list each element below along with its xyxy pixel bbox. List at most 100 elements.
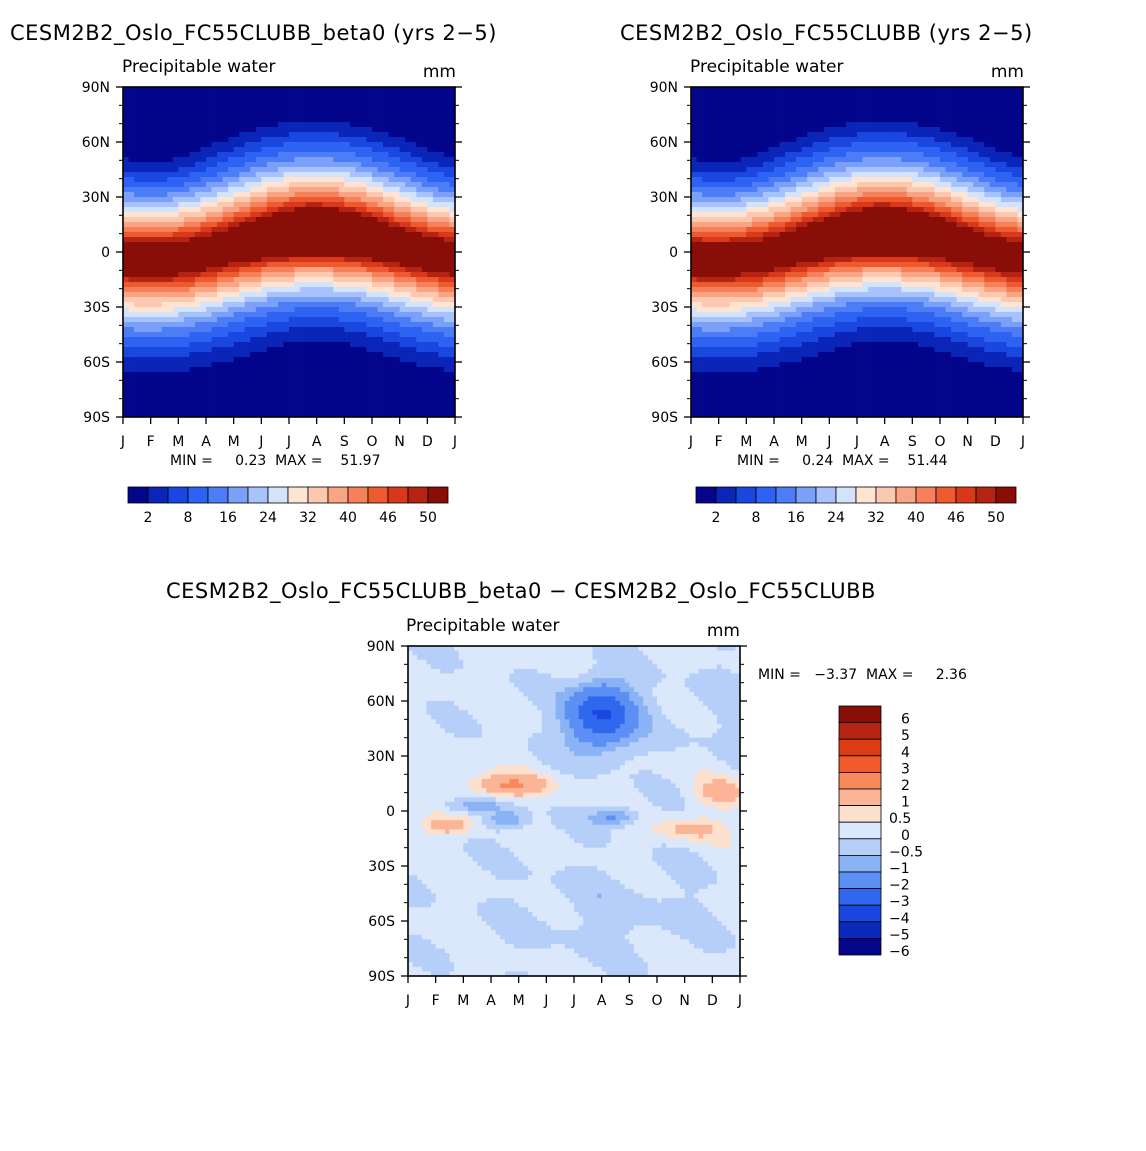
contour-cell	[151, 187, 157, 192]
contour-cell	[151, 342, 157, 347]
contour-cell	[366, 372, 372, 377]
contour-cell	[300, 247, 306, 252]
contour-cell	[173, 342, 179, 347]
contour-cell	[835, 92, 841, 97]
contour-cell	[283, 177, 289, 182]
contour-cell	[361, 102, 367, 107]
contour-cell	[757, 112, 763, 117]
contour-cell	[129, 87, 135, 92]
contour-cell	[200, 117, 206, 122]
contour-cell	[355, 152, 361, 157]
contour-cell	[234, 382, 240, 387]
contour-cell	[791, 162, 797, 167]
contour-cell	[228, 137, 234, 142]
contour-cell	[946, 142, 952, 147]
contour-cell	[416, 207, 422, 212]
contour-cell	[267, 92, 273, 97]
contour-cell	[256, 247, 262, 252]
contour-cell	[156, 122, 162, 127]
contour-cell	[129, 267, 135, 272]
contour-cell	[339, 222, 345, 227]
contour-cell	[411, 102, 417, 107]
contour-cell	[212, 212, 218, 217]
contour-cell	[129, 372, 135, 377]
contour-cell	[140, 232, 146, 237]
contour-cell	[217, 307, 223, 312]
contour-cell	[223, 357, 229, 362]
contour-cell	[1001, 147, 1007, 152]
contour-cell	[228, 202, 234, 207]
contour-cell	[140, 167, 146, 172]
contour-cell	[167, 327, 173, 332]
contour-cell	[394, 87, 400, 92]
contour-cell	[167, 402, 173, 407]
contour-cell	[184, 247, 190, 252]
contour-cell	[984, 147, 990, 152]
contour-cell	[757, 87, 763, 92]
contour-cell	[261, 167, 267, 172]
contour-cell	[697, 147, 703, 152]
contour-cell	[400, 312, 406, 317]
contour-cell	[317, 302, 323, 307]
contour-cell	[328, 247, 334, 252]
contour-cell	[691, 87, 697, 92]
contour-cell	[189, 267, 195, 272]
contour-cell	[427, 237, 433, 242]
contour-cell	[378, 367, 384, 372]
contour-cell	[757, 107, 763, 112]
contour-cell	[422, 152, 428, 157]
contour-cell	[851, 92, 857, 97]
contour-cell	[129, 227, 135, 232]
contour-cell	[796, 102, 802, 107]
contour-cell	[328, 312, 334, 317]
contour-cell	[411, 87, 417, 92]
contour-cell	[151, 87, 157, 92]
contour-cell	[405, 162, 411, 167]
contour-cell	[156, 87, 162, 92]
contour-cell	[256, 137, 262, 142]
contour-cell	[389, 162, 395, 167]
contour-cell	[256, 297, 262, 302]
contour-cell	[267, 247, 273, 252]
contour-cell	[394, 167, 400, 172]
contour-cell	[212, 332, 218, 337]
contour-cell	[730, 157, 736, 162]
contour-cell	[328, 122, 334, 127]
contour-cell	[145, 282, 151, 287]
contour-cell	[951, 122, 957, 127]
contour-cell	[261, 232, 267, 237]
contour-cell	[239, 182, 245, 187]
contour-cell	[829, 142, 835, 147]
contour-cell	[267, 162, 273, 167]
contour-cell	[250, 387, 256, 392]
contour-cell	[239, 407, 245, 412]
contour-cell	[724, 142, 730, 147]
contour-cell	[444, 92, 450, 97]
contour-cell	[306, 232, 312, 237]
contour-cell	[394, 112, 400, 117]
contour-cell	[366, 357, 372, 362]
contour-cell	[245, 347, 251, 352]
contour-cell	[372, 312, 378, 317]
contour-cell	[250, 97, 256, 102]
contour-cell	[195, 212, 201, 217]
contour-cell	[427, 177, 433, 182]
contour-cell	[278, 182, 284, 187]
contour-cell	[123, 272, 129, 277]
contour-cell	[278, 147, 284, 152]
contour-cell	[228, 107, 234, 112]
contour-cell	[389, 117, 395, 122]
contour-cell	[195, 167, 201, 172]
contour-cell	[355, 312, 361, 317]
contour-cell	[868, 122, 874, 127]
contour-cell	[278, 377, 284, 382]
contour-cell	[427, 382, 433, 387]
contour-cell	[156, 107, 162, 112]
contour-cell	[272, 267, 278, 272]
contour-cell	[134, 132, 140, 137]
contour-cell	[422, 277, 428, 282]
contour-cell	[267, 282, 273, 287]
contour-cell	[140, 362, 146, 367]
contour-cell	[361, 292, 367, 297]
contour-cell	[261, 237, 267, 242]
